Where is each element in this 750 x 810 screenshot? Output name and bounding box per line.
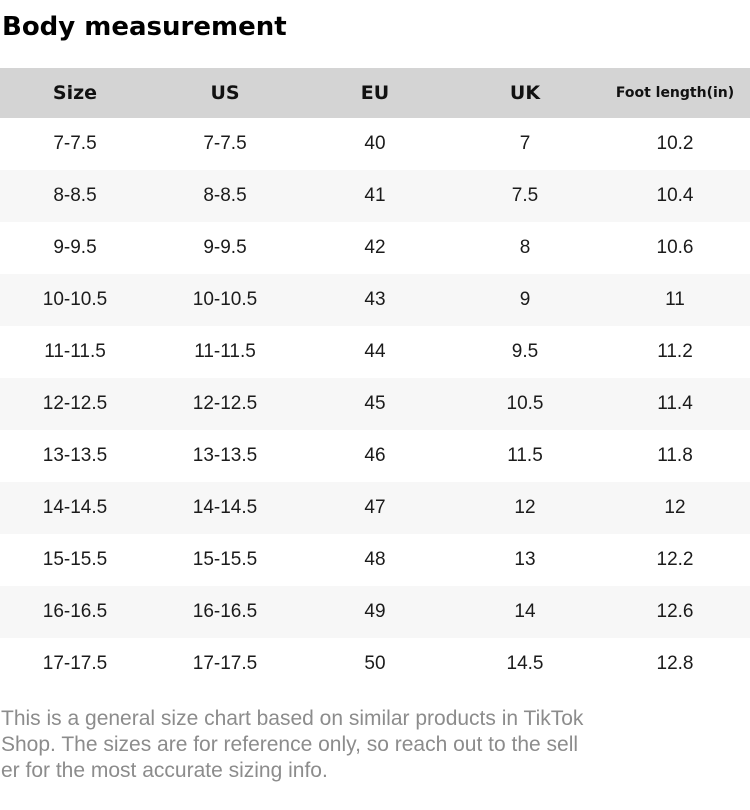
cell-size: 7-7.5 [53,133,97,154]
cell-us: 13-13.5 [192,445,258,466]
cell-uk: 10.5 [506,393,544,414]
cell-eu: 48 [364,549,386,570]
cell-us: 15-15.5 [192,549,258,570]
cell-uk: 14.5 [506,653,544,674]
cell-eu: 41 [364,185,386,206]
cell-us: 8-8.5 [203,185,247,206]
cell-foot-length: 12.2 [656,549,694,570]
page-title: Body measurement [2,12,287,42]
cell-uk: 9 [519,289,531,310]
size-chart-table: Size US EU UK Foot length(in) 7-7.5 7-7.… [0,68,750,690]
cell-eu: 49 [364,601,386,622]
cell-foot-length: 12 [664,497,686,518]
table-row: 14-14.5 14-14.5 47 12 12 [0,482,750,534]
cell-size: 16-16.5 [42,601,108,622]
cell-foot-length: 11.2 [657,341,693,362]
cell-us: 16-16.5 [192,601,258,622]
cell-eu: 44 [364,341,386,362]
table-row: 13-13.5 13-13.5 46 11.5 11.8 [0,430,750,482]
cell-us: 7-7.5 [203,133,247,154]
cell-us: 9-9.5 [203,237,247,258]
cell-us: 17-17.5 [192,653,258,674]
cell-us: 12-12.5 [192,393,258,414]
cell-foot-length: 10.4 [656,185,694,206]
cell-size: 14-14.5 [42,497,108,518]
column-header-uk: UK [509,82,541,104]
disclaimer-line: er for the most accurate sizing info. [1,759,328,782]
cell-uk: 7 [519,133,531,154]
cell-foot-length: 11.4 [657,393,693,414]
cell-foot-length: 11.8 [657,445,693,466]
cell-eu: 43 [364,289,386,310]
cell-eu: 46 [364,445,386,466]
cell-size: 15-15.5 [42,549,108,570]
cell-uk: 13 [514,549,536,570]
table-row: 16-16.5 16-16.5 49 14 12.6 [0,586,750,638]
column-header-foot-length: Foot length(in) [615,85,735,101]
cell-eu: 47 [364,497,386,518]
cell-foot-length: 12.8 [656,653,694,674]
cell-us: 14-14.5 [192,497,258,518]
table-row: 17-17.5 17-17.5 50 14.5 12.8 [0,638,750,690]
cell-foot-length: 10.6 [656,237,694,258]
cell-uk: 12 [514,497,536,518]
cell-size: 10-10.5 [42,289,108,310]
disclaimer-line: Shop. The sizes are for reference only, … [1,733,579,756]
cell-size: 9-9.5 [53,237,97,258]
cell-uk: 9.5 [511,341,539,362]
cell-us: 10-10.5 [192,289,258,310]
disclaimer-line: This is a general size chart based on si… [1,707,584,730]
table-row: 15-15.5 15-15.5 48 13 12.2 [0,534,750,586]
cell-eu: 45 [364,393,386,414]
disclaimer-text: This is a general size chart based on si… [1,706,750,784]
cell-uk: 7.5 [511,185,539,206]
table-row: 11-11.5 11-11.5 44 9.5 11.2 [0,326,750,378]
cell-size: 11-11.5 [44,341,106,362]
cell-uk: 11.5 [507,445,543,466]
table-header-row: Size US EU UK Foot length(in) [0,68,750,118]
table-row: 12-12.5 12-12.5 45 10.5 11.4 [0,378,750,430]
cell-foot-length: 11 [665,289,685,310]
cell-eu: 40 [364,133,386,154]
cell-us: 11-11.5 [194,341,256,362]
cell-size: 8-8.5 [53,185,97,206]
table-row: 9-9.5 9-9.5 42 8 10.6 [0,222,750,274]
table-row: 7-7.5 7-7.5 40 7 10.2 [0,118,750,170]
cell-eu: 42 [364,237,386,258]
cell-eu: 50 [364,653,386,674]
cell-uk: 8 [519,237,531,258]
column-header-size: Size [52,82,98,104]
cell-size: 12-12.5 [42,393,108,414]
cell-foot-length: 12.6 [656,601,694,622]
table-row: 8-8.5 8-8.5 41 7.5 10.4 [0,170,750,222]
cell-uk: 14 [514,601,536,622]
table-row: 10-10.5 10-10.5 43 9 11 [0,274,750,326]
cell-size: 17-17.5 [42,653,108,674]
column-header-eu: EU [360,82,390,104]
cell-foot-length: 10.2 [656,133,694,154]
cell-size: 13-13.5 [42,445,108,466]
column-header-us: US [210,82,240,104]
